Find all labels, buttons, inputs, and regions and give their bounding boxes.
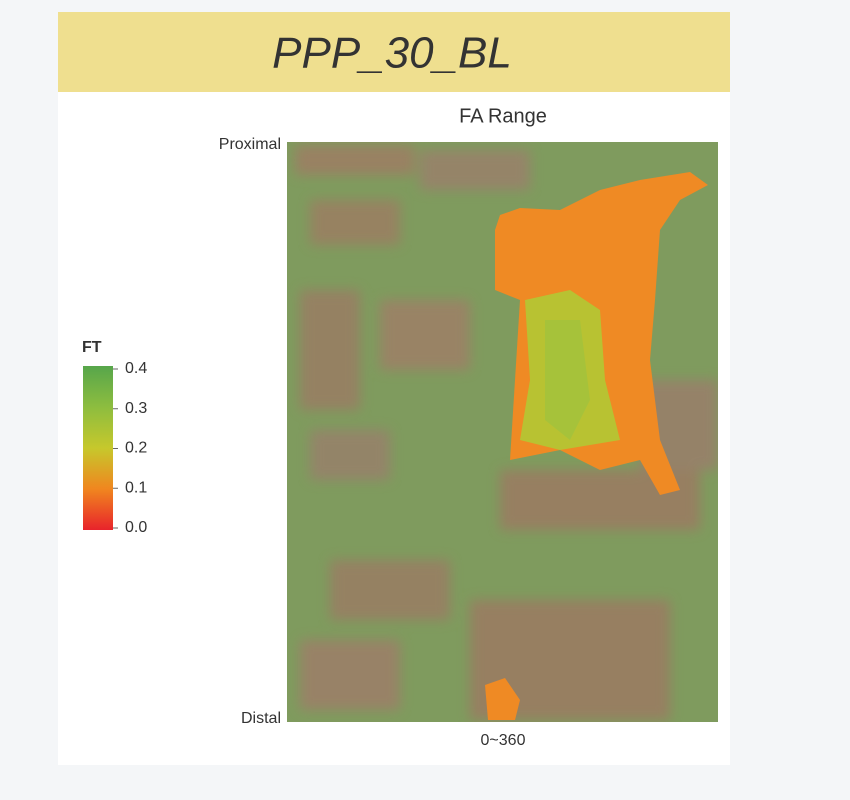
colorbar-tick-label: 0.0 xyxy=(125,519,147,536)
colorbar-tick-label: 0.2 xyxy=(125,440,147,457)
colorbar-tick-label: 0.3 xyxy=(125,400,147,417)
chart-title: PPP_30_BL xyxy=(272,29,512,78)
chart-subtitle: FA Range xyxy=(459,105,547,127)
y-bottom-label: Distal xyxy=(241,710,281,727)
colorbar-tick-label: 0.1 xyxy=(125,479,147,496)
colorbar-title: FT xyxy=(82,339,102,356)
heatmap-image xyxy=(287,142,718,722)
colorbar-tick-label: 0.4 xyxy=(125,360,147,377)
colorbar xyxy=(83,366,113,530)
y-top-label: Proximal xyxy=(219,136,281,153)
x-label: 0~360 xyxy=(481,732,526,749)
header-band xyxy=(58,12,730,92)
